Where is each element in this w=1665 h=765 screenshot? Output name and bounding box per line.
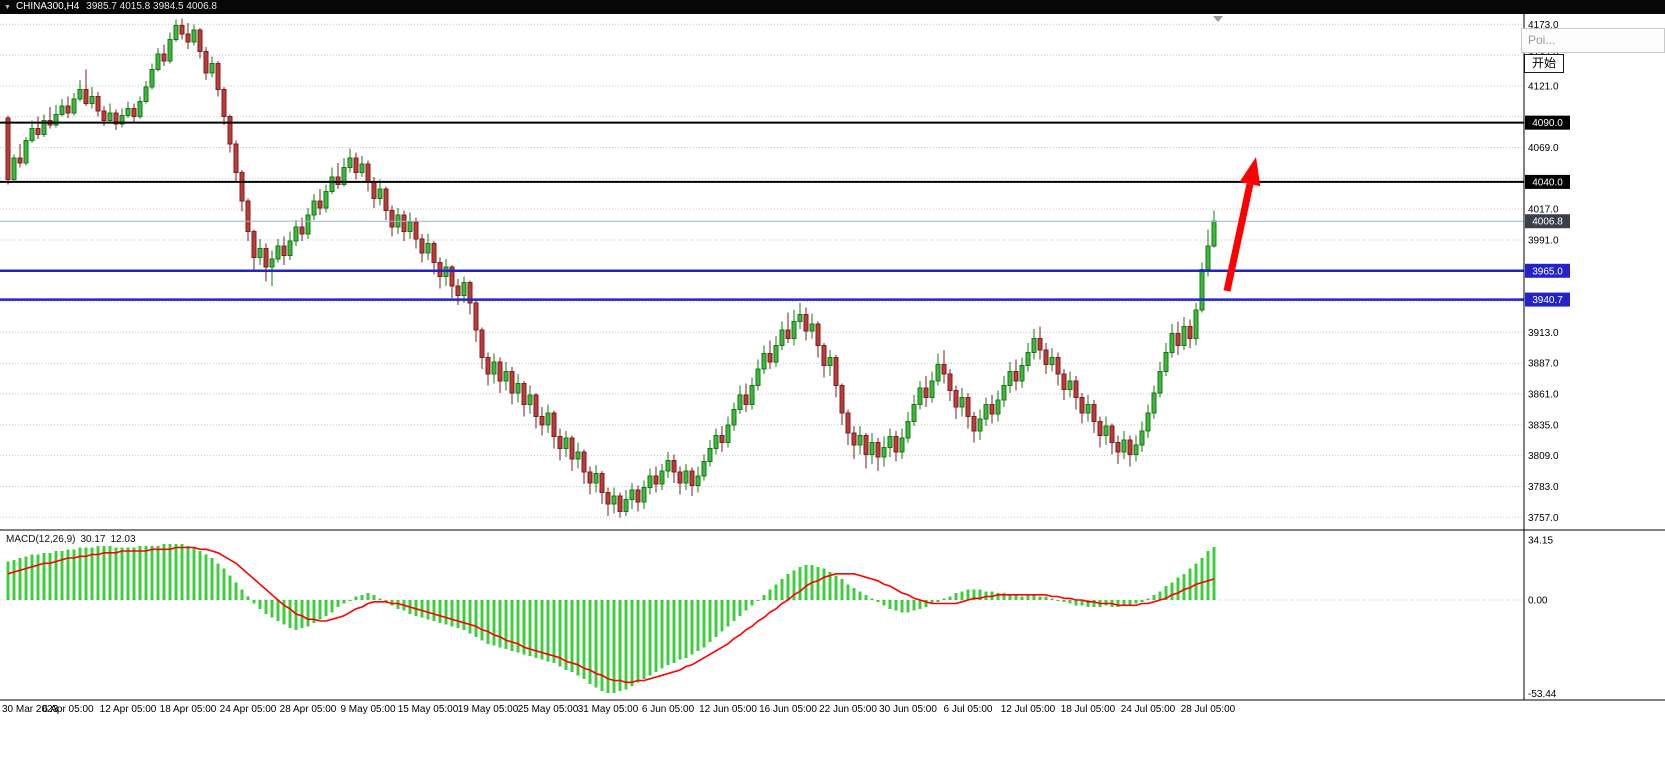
svg-text:9 May 05:00: 9 May 05:00 [340, 704, 395, 715]
macd-signal-value: 12.03 [110, 534, 136, 545]
svg-text:4069.0: 4069.0 [1528, 143, 1559, 154]
svg-text:-53.44: -53.44 [1528, 689, 1557, 700]
svg-text:3757.0: 3757.0 [1528, 513, 1559, 524]
svg-text:3861.0: 3861.0 [1528, 390, 1559, 401]
candlesticks [5, 18, 1217, 518]
svg-text:6 Jun 05:00: 6 Jun 05:00 [642, 704, 695, 715]
svg-text:18 Apr 05:00: 18 Apr 05:00 [160, 704, 217, 715]
svg-text:4173.0: 4173.0 [1528, 20, 1559, 31]
svg-text:4121.0: 4121.0 [1528, 81, 1559, 92]
svg-text:25 May 05:00: 25 May 05:00 [518, 704, 579, 715]
trend-arrow[interactable] [1223, 157, 1261, 292]
start-button[interactable]: 开始 [1524, 54, 1564, 73]
horizontal-line-objects[interactable] [0, 121, 1524, 301]
svg-text:15 May 05:00: 15 May 05:00 [398, 704, 459, 715]
svg-text:6 Apr 05:00: 6 Apr 05:00 [42, 704, 94, 715]
svg-text:4017.0: 4017.0 [1528, 205, 1559, 216]
overlay-panel-text: Poi... [1528, 33, 1556, 47]
svg-text:24 Jul 05:00: 24 Jul 05:00 [1121, 704, 1176, 715]
macd-signal-line [7, 546, 1215, 684]
chart-menu-icon[interactable]: ▼ [4, 4, 11, 11]
svg-text:30 Jun 05:00: 30 Jun 05:00 [879, 704, 937, 715]
ohlc-readout: 3985.7 4015.8 3984.5 4006.8 [86, 1, 217, 12]
macd-histogram [6, 544, 1216, 693]
svg-text:22 Jun 05:00: 22 Jun 05:00 [819, 704, 877, 715]
svg-text:16 Jun 05:00: 16 Jun 05:00 [759, 704, 817, 715]
svg-text:3783.0: 3783.0 [1528, 482, 1559, 493]
chart-shift-marker[interactable] [1213, 16, 1223, 22]
svg-text:3965.0: 3965.0 [1532, 266, 1563, 277]
svg-text:28 Apr 05:00: 28 Apr 05:00 [280, 704, 337, 715]
svg-text:3913.0: 3913.0 [1528, 328, 1559, 339]
svg-text:18 Jul 05:00: 18 Jul 05:00 [1061, 704, 1116, 715]
svg-text:3940.7: 3940.7 [1532, 295, 1563, 306]
svg-text:12 Jun 05:00: 12 Jun 05:00 [699, 704, 757, 715]
svg-text:19 May 05:00: 19 May 05:00 [458, 704, 519, 715]
chart-title-bar: ▼ CHINA300,H4 3985.7 4015.8 3984.5 4006.8 [0, 0, 1665, 14]
price-axis-badges: 4090.0 4040.0 4006.8 3965.0 3940.7 [1525, 115, 1570, 307]
svg-text:6 Jul 05:00: 6 Jul 05:00 [944, 704, 993, 715]
svg-text:30 Mar 2023: 30 Mar 2023 [2, 704, 59, 715]
svg-text:3887.0: 3887.0 [1528, 359, 1559, 370]
overlay-panel: Poi... [1521, 28, 1665, 53]
svg-text:34.15: 34.15 [1528, 536, 1553, 547]
price-axis-labels: 4173.04147.04121.04069.04017.03991.03913… [1528, 20, 1559, 524]
svg-text:12 Jul 05:00: 12 Jul 05:00 [1001, 704, 1056, 715]
svg-text:3991.0: 3991.0 [1528, 235, 1559, 246]
svg-text:4090.0: 4090.0 [1532, 118, 1563, 129]
svg-text:24 Apr 05:00: 24 Apr 05:00 [220, 704, 277, 715]
macd-indicator-label: MACD(12,26,9) 30.17 12.03 [6, 534, 136, 545]
macd-name: MACD(12,26,9) [6, 534, 76, 545]
symbol-timeframe-label: CHINA300,H4 [15, 1, 80, 12]
macd-axis-labels: 34.15 0.00 -53.44 [1528, 536, 1557, 700]
svg-text:12 Apr 05:00: 12 Apr 05:00 [100, 704, 157, 715]
svg-text:4040.0: 4040.0 [1532, 177, 1563, 188]
panel-frame [0, 14, 1665, 701]
svg-text:3835.0: 3835.0 [1528, 420, 1559, 431]
svg-text:0.00: 0.00 [1528, 596, 1548, 607]
macd-main-value: 30.17 [80, 534, 106, 545]
svg-text:3809.0: 3809.0 [1528, 451, 1559, 462]
svg-text:31 May 05:00: 31 May 05:00 [578, 704, 639, 715]
svg-text:28 Jul 05:00: 28 Jul 05:00 [1181, 704, 1236, 715]
svg-text:4006.8: 4006.8 [1532, 217, 1563, 228]
